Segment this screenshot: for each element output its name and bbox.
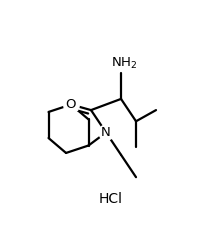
Text: O: O — [65, 98, 75, 111]
Text: NH$_2$: NH$_2$ — [111, 56, 138, 71]
Text: HCl: HCl — [98, 192, 122, 206]
Text: N: N — [101, 126, 111, 139]
